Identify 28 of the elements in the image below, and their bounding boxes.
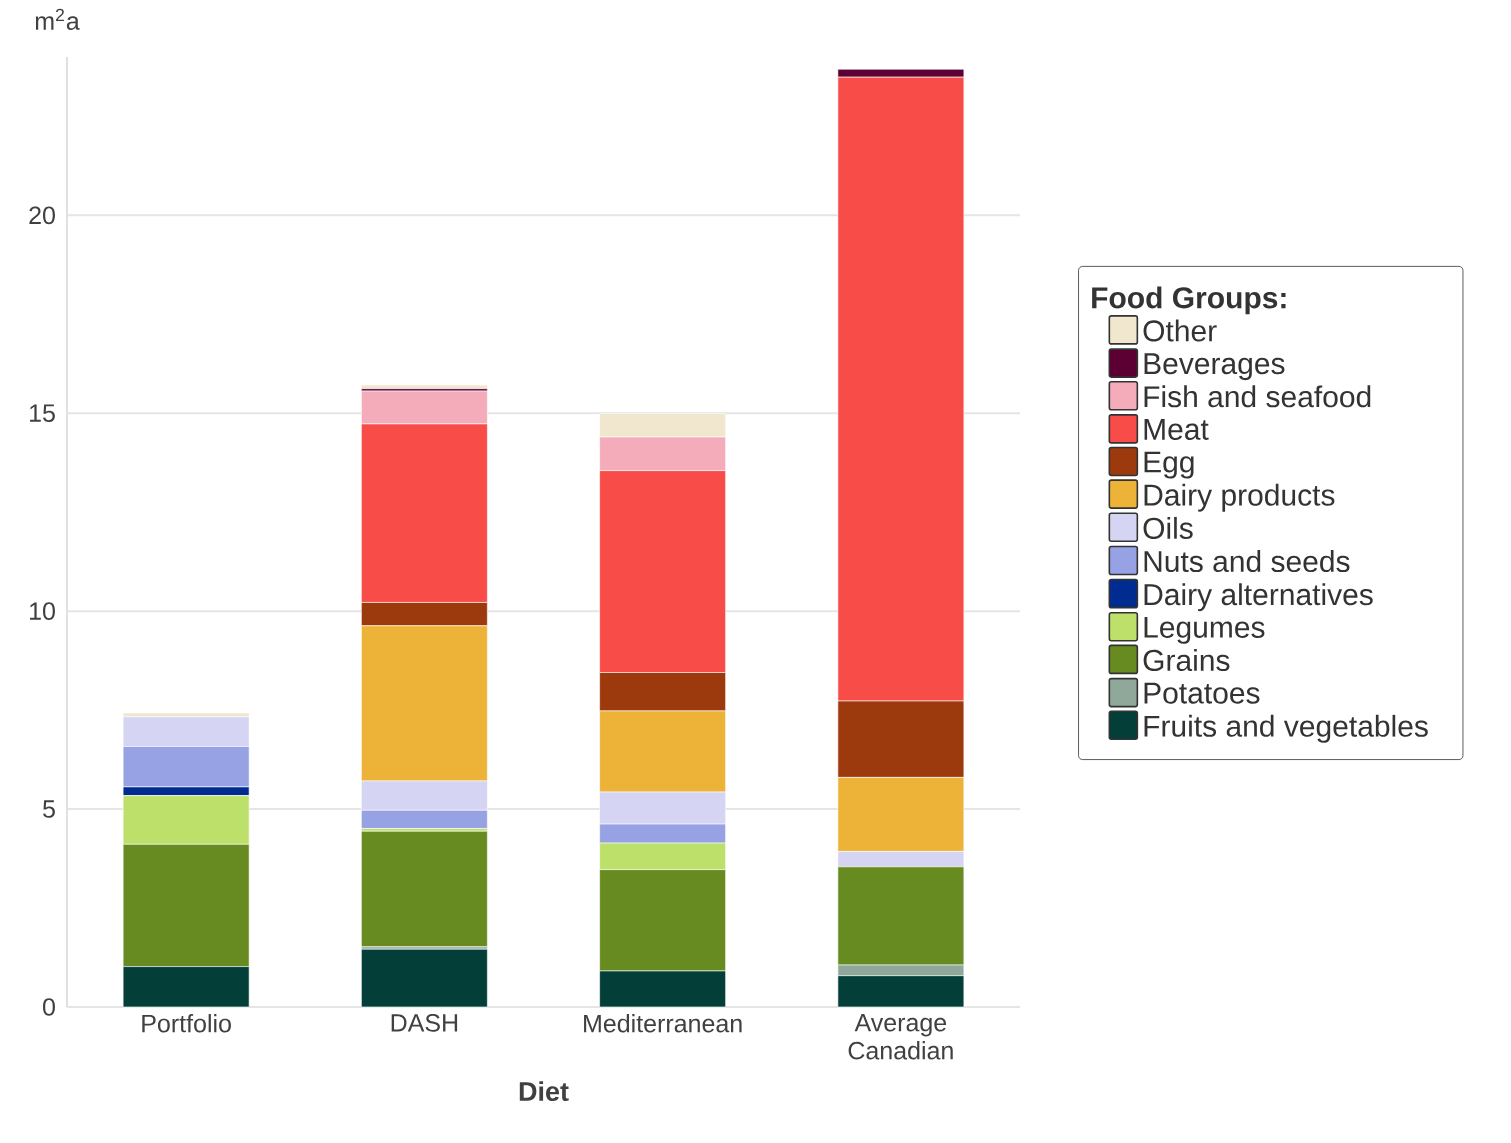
legend-label: Fruits and vegetables bbox=[1144, 714, 1428, 743]
x-tick-label: Portfolio bbox=[142, 1014, 231, 1033]
legend-label: Fish and seafood bbox=[1144, 385, 1371, 408]
bar bbox=[361, 948, 488, 1008]
legend-label: Other bbox=[1143, 319, 1217, 342]
legend-label: Oils bbox=[1143, 516, 1193, 539]
legend-label: Nuts and seeds bbox=[1144, 550, 1350, 573]
x-tick-label: Mediterranean bbox=[584, 1014, 742, 1033]
legend-label: Legumes bbox=[1144, 616, 1265, 644]
legend-label: Potatoes bbox=[1144, 682, 1260, 704]
x-tick-label: DASH bbox=[391, 1014, 458, 1032]
x-axis-title: Diet bbox=[519, 1081, 569, 1102]
bar bbox=[361, 384, 488, 389]
legend-label: Meat bbox=[1144, 419, 1209, 440]
legend-title: Food Groups: bbox=[1092, 286, 1286, 315]
legend-label: Dairy products bbox=[1144, 483, 1335, 512]
legend-label: Dairy alternatives bbox=[1144, 583, 1373, 612]
y-tick-label: 5 bbox=[43, 800, 55, 818]
bar bbox=[361, 830, 488, 948]
y-tick-label: 15 bbox=[30, 404, 55, 422]
legend-label: Grains bbox=[1143, 649, 1230, 672]
y-tick-label: 10 bbox=[30, 602, 55, 621]
y-tick-label: 0 bbox=[43, 998, 55, 1016]
x-tick-label: Average Canadian bbox=[848, 1014, 953, 1060]
y-tick-label: 20 bbox=[29, 206, 55, 225]
y-axis-title: m$^{2}$a bbox=[35, 8, 80, 30]
legend-label: Egg bbox=[1144, 451, 1194, 479]
legend-label: Beverages bbox=[1144, 353, 1285, 381]
